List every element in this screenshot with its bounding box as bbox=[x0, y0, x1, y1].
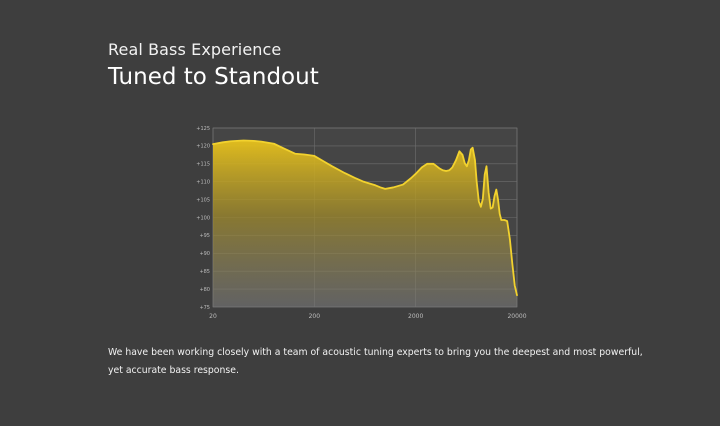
y-tick-label: +125 bbox=[196, 126, 210, 132]
x-tick-label: 200 bbox=[309, 313, 321, 320]
section-title: Tuned to Standout bbox=[108, 64, 319, 90]
x-tick-label: 2000 bbox=[408, 313, 423, 320]
y-tick-label: +120 bbox=[196, 144, 210, 150]
frequency-response-chart: +125 +120 +115 +110 +105 +100 +95 +90 +85 +80 +75 2… bbox=[190, 120, 530, 325]
x-tick-label: 20000 bbox=[507, 313, 526, 320]
y-tick-label: +90 bbox=[199, 251, 210, 257]
y-tick-label: +95 bbox=[199, 233, 210, 239]
y-tick-label: +105 bbox=[196, 197, 210, 203]
x-tick-label: 20 bbox=[209, 313, 217, 320]
description-text: We have been working closely with a team… bbox=[108, 347, 643, 376]
y-tick-label: +110 bbox=[196, 180, 210, 186]
y-tick-label: +85 bbox=[199, 269, 210, 275]
y-tick-label: +100 bbox=[196, 215, 210, 221]
frequency-response-svg: +125 +120 +115 +110 +105 +100 +95 +90 +85 +80 +75 2… bbox=[196, 126, 526, 320]
section-subtitle: Real Bass Experience bbox=[108, 40, 282, 59]
response-area-fill bbox=[213, 140, 517, 307]
y-tick-label: +75 bbox=[199, 305, 210, 311]
y-tick-label: +115 bbox=[196, 162, 210, 168]
y-tick-label: +80 bbox=[199, 287, 210, 293]
